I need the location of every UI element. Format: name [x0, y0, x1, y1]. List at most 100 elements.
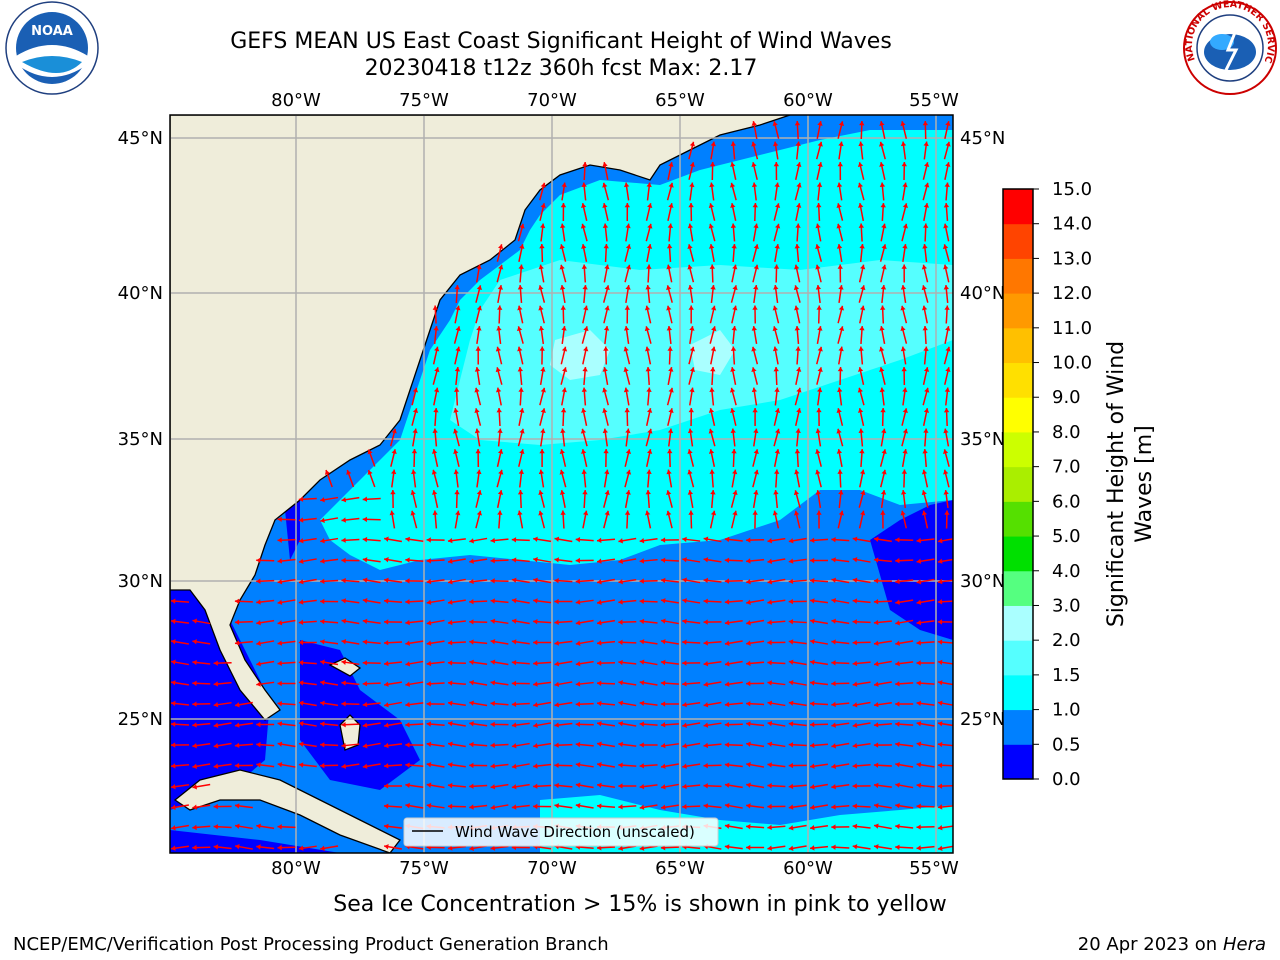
- wind-wave-arrowhead: [320, 578, 325, 584]
- wind-wave-arrowhead: [852, 763, 858, 769]
- wind-wave-arrowhead: [367, 470, 373, 475]
- wind-wave-arrowhead: [746, 701, 751, 707]
- wind-wave-arrowhead: [448, 741, 453, 747]
- wind-wave-arrowhead: [646, 244, 653, 249]
- wind-wave-arrowhead: [794, 264, 800, 270]
- wind-wave-arrowhead: [639, 742, 644, 748]
- wind-wave-arrowhead: [858, 428, 864, 433]
- wind-wave-arrowhead: [583, 326, 589, 332]
- wind-wave-arrowhead: [688, 305, 694, 310]
- wind-wave-arrowhead: [724, 557, 730, 563]
- wind-wave-arrowhead: [433, 408, 439, 413]
- wind-wave-arrowhead: [895, 741, 900, 748]
- wind-wave-arrowhead: [618, 579, 623, 585]
- wind-wave-arrowhead: [362, 722, 368, 728]
- wind-wave-arrowhead: [540, 182, 546, 188]
- wind-wave-arrowhead: [921, 305, 928, 311]
- wind-wave-arrowhead: [858, 203, 864, 208]
- wind-wave-arrowhead: [391, 469, 397, 475]
- wind-wave-arrowhead: [724, 661, 730, 667]
- wind-wave-arrowhead: [575, 537, 581, 543]
- wind-wave-arrowhead: [880, 490, 887, 495]
- wind-wave-arrowhead: [298, 721, 304, 727]
- wind-wave-arrowhead: [902, 182, 908, 188]
- wind-wave-arrowhead: [788, 598, 793, 605]
- wind-wave-arrowhead: [341, 763, 347, 769]
- wind-wave-arrowhead: [852, 783, 857, 789]
- wind-wave-arrowhead: [944, 387, 951, 393]
- wind-wave-arrowhead: [773, 162, 780, 167]
- colorbar-segment: [1003, 536, 1033, 572]
- wind-wave-arrowhead: [469, 845, 474, 851]
- colorbar-tick-label: 14.0: [1052, 214, 1092, 235]
- wind-wave-arrowhead: [533, 763, 538, 769]
- wind-wave-arrowhead: [411, 449, 418, 454]
- wind-wave-arrowhead: [448, 599, 453, 605]
- wind-wave-arrowhead: [815, 449, 821, 455]
- colorbar-tick-label: 8.0: [1052, 422, 1081, 443]
- wind-wave-arrowhead: [815, 244, 821, 250]
- wind-wave-arrowhead: [817, 387, 823, 393]
- wind-wave-arrowhead: [618, 845, 624, 851]
- wind-wave-arrowhead: [668, 387, 674, 393]
- wind-wave-arrowhead: [767, 538, 773, 544]
- wind-wave-arrowhead: [923, 367, 930, 372]
- wind-wave-arrowhead: [298, 517, 304, 523]
- wind-wave-arrowhead: [362, 618, 368, 624]
- wind-wave-arrowhead: [455, 346, 461, 352]
- colorbar-segment: [1003, 189, 1033, 225]
- wind-wave-arrowhead: [533, 536, 538, 542]
- map-legend: Wind Wave Direction (unscaled): [403, 817, 719, 847]
- wind-wave-arrowhead: [815, 264, 821, 270]
- wind-wave-arrowhead: [538, 490, 544, 496]
- wind-wave-arrowhead: [879, 121, 885, 126]
- wind-wave-arrowhead: [367, 449, 373, 455]
- colorbar-segment: [1003, 293, 1033, 329]
- wind-wave-arrowhead: [660, 680, 666, 686]
- colorbar-tick-label: 1.0: [1052, 700, 1081, 721]
- wind-wave-arrowhead: [810, 763, 815, 769]
- wind-wave-arrowhead: [689, 162, 695, 167]
- wind-wave-arrowhead: [171, 618, 176, 625]
- wind-wave-arrowhead: [943, 408, 950, 413]
- wind-wave-arrowhead: [533, 598, 538, 604]
- wind-wave-arrowhead: [831, 824, 836, 830]
- wind-wave-arrowhead: [796, 162, 802, 167]
- wind-wave-arrowhead: [682, 803, 687, 810]
- wind-wave-arrowhead: [582, 367, 588, 372]
- wind-wave-arrowhead: [857, 162, 864, 167]
- wind-wave-arrowhead: [497, 510, 503, 515]
- wind-wave-arrowhead: [362, 577, 368, 583]
- wind-wave-arrowhead: [689, 182, 695, 188]
- colorbar-tick-label: 0.0: [1052, 769, 1081, 790]
- wind-wave-arrowhead: [511, 659, 517, 666]
- wind-wave-arrowhead: [731, 326, 737, 331]
- wind-wave-arrowhead: [810, 742, 815, 749]
- wind-wave-arrowhead: [860, 264, 866, 270]
- wind-wave-arrowhead: [666, 305, 672, 311]
- wind-wave-arrowhead: [426, 640, 432, 646]
- wind-wave-arrowhead: [860, 510, 866, 516]
- wind-wave-arrowhead: [476, 490, 482, 496]
- wind-wave-arrowhead: [405, 742, 410, 748]
- wind-wave-arrowhead: [646, 408, 653, 413]
- wind-wave-arrowhead: [774, 182, 780, 188]
- wind-wave-arrowhead: [668, 367, 674, 372]
- wind-wave-arrowhead: [724, 803, 730, 809]
- wind-wave-arrowhead: [730, 223, 737, 228]
- wind-wave-arrowhead: [838, 510, 844, 516]
- wind-wave-arrowhead: [873, 536, 879, 542]
- wind-wave-arrowhead: [575, 782, 581, 788]
- wind-wave-arrowhead: [447, 537, 453, 544]
- wind-wave-arrowhead: [852, 577, 858, 583]
- wind-wave-arrowhead: [916, 579, 922, 585]
- wind-wave-arrowhead: [362, 763, 368, 769]
- wind-wave-arrowhead: [880, 510, 886, 515]
- wind-wave-arrowhead: [454, 490, 460, 495]
- wind-wave-arrowhead: [277, 741, 283, 747]
- wind-wave-arrowhead: [753, 223, 759, 229]
- wind-wave-arrowhead: [859, 121, 865, 126]
- wind-wave-arrowhead: [937, 700, 943, 706]
- wind-wave-arrowhead: [688, 408, 694, 413]
- wind-wave-arrowhead: [538, 326, 545, 331]
